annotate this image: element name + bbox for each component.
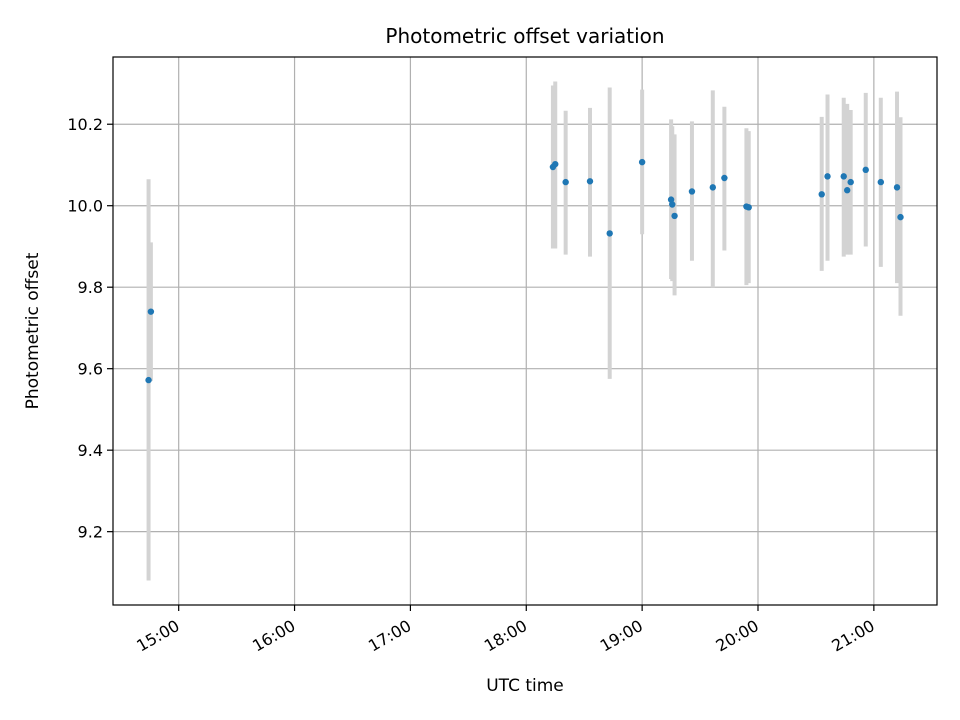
data-point [552,160,559,168]
data-point [688,188,696,195]
grid-lines [113,57,937,605]
data-point [147,308,155,315]
chart-title: Photometric offset variation [385,24,664,48]
y-tick-label: 9.6 [78,360,103,379]
x-axis-title: UTC time [486,676,564,696]
y-tick-label: 10.2 [67,115,103,134]
y-tick-label: 10.0 [67,197,103,216]
data-point [847,178,854,186]
data-point [671,212,678,220]
data-point [638,158,646,166]
data-point [877,178,885,186]
data-point [897,213,904,221]
data-point [745,204,752,211]
data-point [562,178,569,186]
data-point [844,187,851,194]
data-point [145,376,152,384]
data-point [840,173,847,180]
y-tick-label: 9.8 [78,278,103,297]
data-point [893,184,901,191]
data-point [818,191,825,198]
data-point [586,178,594,185]
data-point [862,166,869,174]
data-points [145,158,904,384]
data-point [709,184,717,191]
data-point [721,174,728,182]
y-tick-label: 9.2 [78,523,103,542]
plot-frame [112,56,938,606]
data-point [667,196,675,203]
data-point [606,230,613,237]
data-point [669,201,676,208]
y-axis-ticks: 9.2 9.4 9.6 9.8 10.0 10.2 [67,115,113,542]
data-point [824,173,831,180]
y-axis-title: Photometric offset [23,252,43,409]
y-tick-label: 9.4 [78,441,103,460]
